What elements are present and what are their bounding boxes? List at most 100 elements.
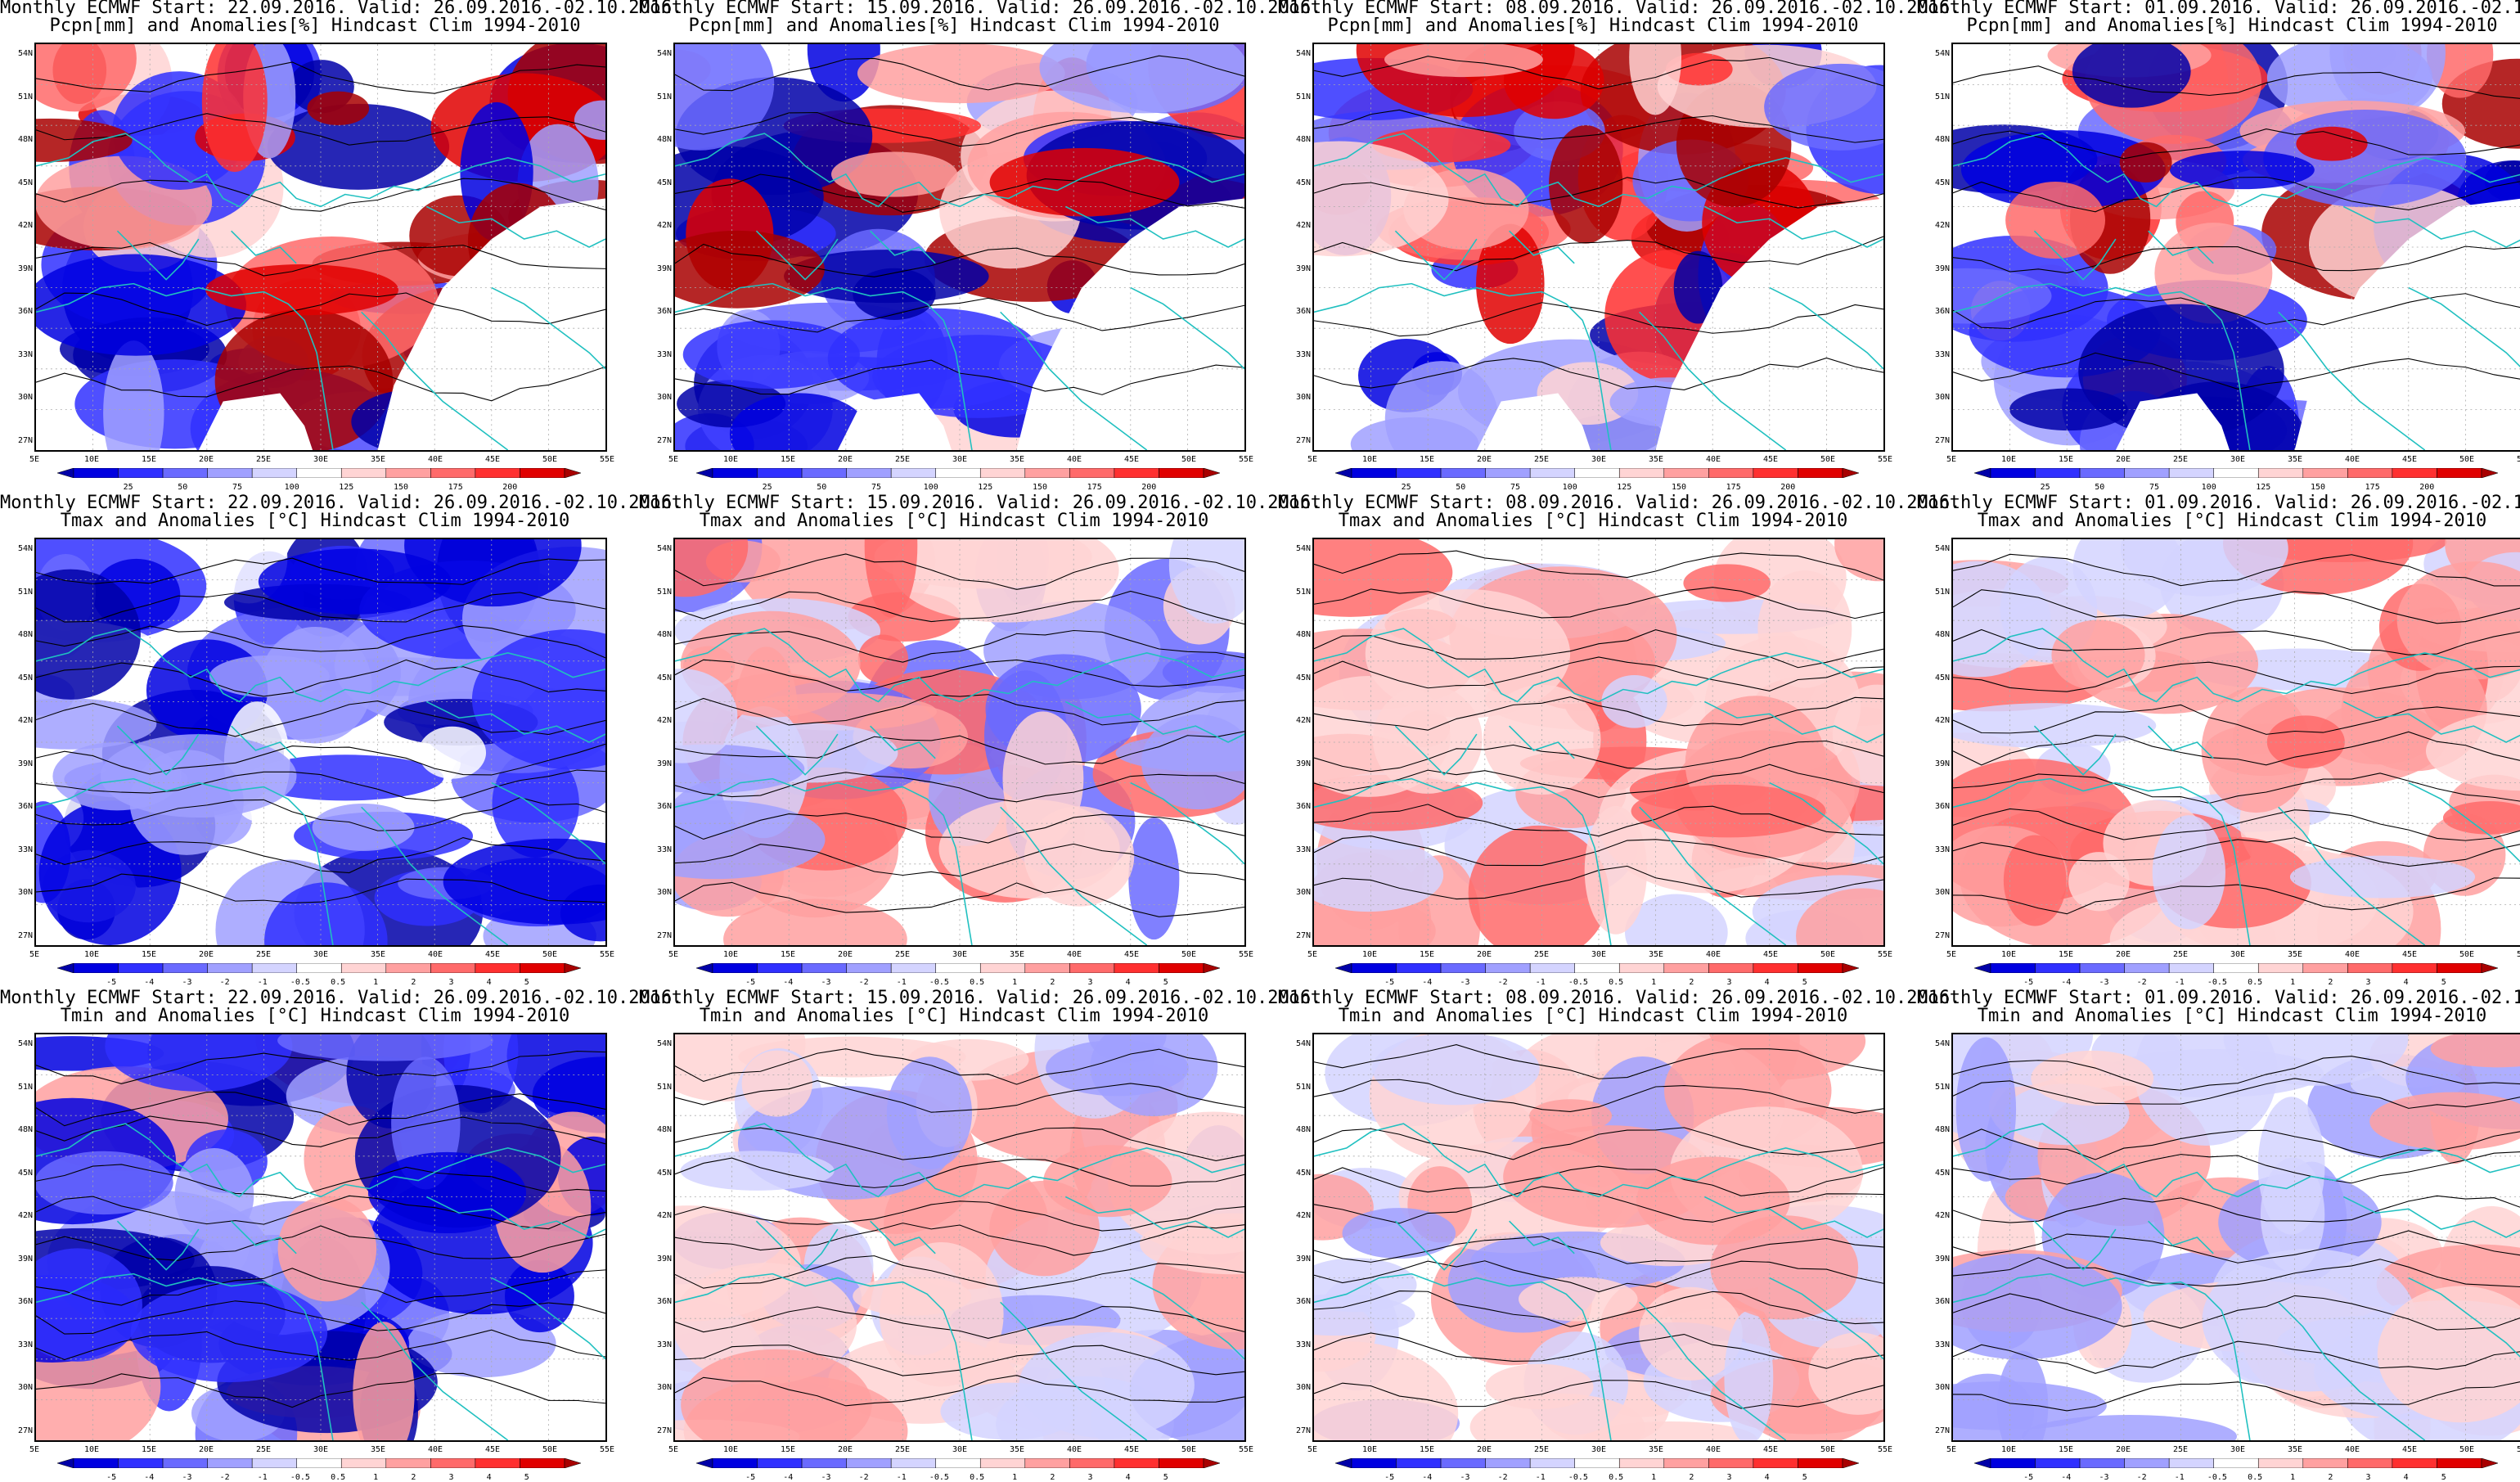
anomaly-shading	[864, 539, 918, 618]
anomaly-shading	[675, 669, 738, 764]
anomaly-shading	[2120, 539, 2288, 597]
colorbar-label: -0.5	[290, 1473, 310, 1482]
colorbar-label: -0.5	[2207, 978, 2227, 987]
longitude-label: 15E	[141, 455, 157, 464]
anomaly-shading	[1955, 1037, 2017, 1182]
longitude-label: 50E	[1181, 1445, 1197, 1454]
anomaly-shading	[2005, 181, 2106, 259]
contour-line	[675, 1048, 1244, 1085]
longitude-label: 55E	[1877, 455, 1893, 464]
latitude-label: 45N	[1295, 178, 1311, 187]
latitude-label: 36N	[1295, 1297, 1311, 1306]
contour-line	[675, 1345, 1244, 1376]
contour-line	[675, 813, 1244, 844]
contour-line	[36, 1329, 605, 1361]
colorbar-swatch	[846, 468, 892, 478]
anomaly-shading	[205, 264, 398, 316]
coastline	[675, 1123, 1244, 1198]
coastline	[1314, 777, 1612, 945]
anomaly-shading	[675, 44, 775, 151]
contour-line	[1953, 352, 2520, 390]
colorbar-label: 2	[1050, 978, 1055, 987]
colorbar-swatch	[2168, 468, 2214, 478]
contour-line	[1953, 128, 2520, 160]
colorbar	[1974, 963, 2498, 984]
colorbar-label: 2	[411, 978, 416, 987]
anomaly-shading	[1764, 63, 1883, 151]
colorbar-label: 2	[2328, 978, 2333, 987]
anomaly-shading	[404, 539, 582, 607]
latitude-label: 48N	[1295, 135, 1311, 144]
contour-line	[36, 1195, 605, 1230]
anomaly-shading	[103, 340, 164, 450]
longitude-label: 5E	[668, 455, 679, 464]
longitude-label: 5E	[29, 1445, 40, 1454]
colorbar-label: -0.5	[1568, 1473, 1588, 1482]
contour-line	[36, 241, 605, 277]
colorbar-swatch	[1990, 468, 2036, 478]
colorbar-swatch	[696, 963, 713, 973]
colorbar-swatch	[1069, 1458, 1115, 1468]
colorbar-swatch	[520, 1458, 565, 1468]
colorbar-label: 5	[524, 1473, 529, 1482]
contour-line	[675, 1255, 1244, 1291]
latitude-label: 45N	[1934, 1168, 1950, 1178]
longitude-label: 40E	[1066, 950, 1082, 959]
longitude-label: 40E	[427, 950, 443, 959]
colorbar-label: -1	[1535, 1473, 1546, 1482]
longitude-label: 45E	[484, 455, 501, 464]
colorbar	[57, 963, 581, 984]
contour-line	[1314, 804, 1883, 837]
colorbar-label: -4	[783, 1473, 794, 1482]
anomaly-shading	[1115, 733, 1244, 773]
colorbar-label: 4	[1125, 1473, 1131, 1482]
latitude-label: 39N	[17, 264, 33, 273]
colorbar-label: 3	[2365, 1473, 2371, 1482]
latitude-label: 42N	[656, 221, 672, 230]
longitude-label: 25E	[894, 455, 911, 464]
longitude-label: 30E	[1591, 950, 1607, 959]
latitude-label: 51N	[1934, 587, 1950, 597]
anomaly-shading	[1665, 52, 1733, 86]
longitude-label: 5E	[1307, 950, 1318, 959]
longitude-label: 40E	[1705, 950, 1721, 959]
colorbar-label: -5	[106, 978, 117, 987]
colorbar-label: 175	[1726, 483, 1741, 492]
contour-line	[675, 243, 1244, 277]
colorbar-label: 3	[1726, 978, 1732, 987]
contour-line	[675, 731, 1244, 765]
colorbar-swatch	[1114, 1458, 1159, 1468]
latitude-label: 30N	[656, 1383, 672, 1392]
latitude-label: 27N	[17, 435, 33, 445]
anomaly-shading	[2152, 815, 2225, 930]
colorbar-swatch	[935, 1458, 981, 1468]
latitude-label: 39N	[1295, 1254, 1311, 1264]
colorbar-label: 175	[2365, 483, 2380, 492]
contour-line	[36, 743, 605, 776]
colorbar-swatch	[1753, 468, 1798, 478]
colorbar-swatch	[2035, 963, 2081, 973]
anomaly-shading	[277, 1196, 377, 1302]
colorbar-swatch	[696, 1458, 713, 1468]
colorbar-swatch	[1024, 1458, 1070, 1468]
contour-line	[36, 292, 605, 327]
colorbar-label: 75	[2149, 483, 2160, 492]
colorbar-swatch	[1485, 1458, 1531, 1468]
colorbar-swatch	[118, 963, 164, 973]
contour-line	[1953, 1078, 2520, 1109]
anomaly-shading	[247, 755, 444, 801]
colorbar-swatch	[846, 1458, 892, 1468]
longitude-label: 45E	[2401, 1445, 2418, 1454]
anomaly-shading	[1631, 784, 1826, 838]
coastline	[2148, 230, 2214, 264]
colorbar-label: 4	[2403, 978, 2409, 987]
longitude-label: 25E	[255, 1445, 272, 1454]
anomaly-shading	[2442, 801, 2520, 835]
masked-area	[198, 393, 313, 450]
forecast-panel: Monthly ECMWF Start: 08.09.2016. Valid: …	[1278, 493, 1960, 987]
panel-variable-title: Tmin and Anomalies [°C] Hindcast Clim 19…	[1338, 1006, 1848, 1026]
forecast-panel: Monthly ECMWF Start: 22.09.2016. Valid: …	[0, 0, 682, 492]
latitude-label: 27N	[656, 435, 672, 445]
colorbar-swatch	[712, 1458, 758, 1468]
coastline	[1000, 1301, 1148, 1440]
